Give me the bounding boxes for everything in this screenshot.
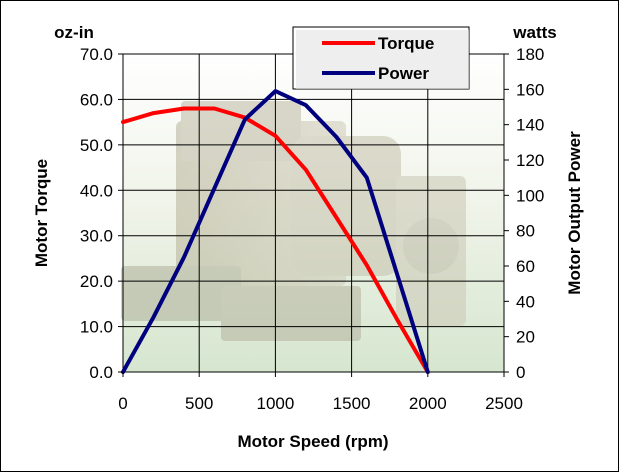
data-point-torque	[122, 121, 125, 124]
y-right-tick-label: 20	[516, 328, 535, 347]
data-point-power	[274, 90, 277, 93]
y-left-tick-label: 10.0	[80, 318, 113, 337]
data-point-torque	[183, 107, 186, 110]
x-axis-title: Motor Speed (rpm)	[237, 432, 388, 451]
y-left-tick-label: 20.0	[80, 272, 113, 291]
data-point-torque	[365, 264, 368, 267]
y-right-tick-label: 40	[516, 292, 535, 311]
legend-label-torque: Torque	[378, 34, 434, 53]
y-left-tick-label: 30.0	[80, 227, 113, 246]
data-point-torque	[274, 134, 277, 137]
y-left-tick-label: 60.0	[80, 90, 113, 109]
y-right-tick-label: 60	[516, 257, 535, 276]
data-point-power	[183, 256, 186, 259]
legend: Torque Power	[293, 27, 469, 89]
y-right-tick-label: 180	[516, 45, 544, 64]
data-point-torque	[152, 112, 155, 115]
x-tick-label: 0	[118, 394, 127, 413]
y-right-tick-label: 160	[516, 80, 544, 99]
y-axis-right-title: Motor Output Power	[565, 131, 584, 295]
data-point-power	[243, 118, 246, 121]
left-axis-unit: oz-in	[54, 23, 94, 42]
y-right-tick-label: 0	[516, 363, 525, 382]
right-axis-unit: watts	[512, 23, 556, 42]
y-right-tick-label: 100	[516, 186, 544, 205]
data-point-torque	[335, 216, 338, 219]
data-point-power	[152, 316, 155, 319]
y-right-tick-label: 120	[516, 151, 544, 170]
data-point-power	[396, 273, 399, 276]
x-tick-label: 1500	[333, 394, 371, 413]
y-left-tick-label: 40.0	[80, 181, 113, 200]
y-right-tick-label: 80	[516, 222, 535, 241]
y-axis-left-title: Motor Torque	[32, 159, 51, 267]
x-tick-label: 1000	[256, 394, 294, 413]
x-tick-label: 2500	[485, 394, 523, 413]
x-tick-label: 2000	[409, 394, 447, 413]
data-point-torque	[304, 168, 307, 171]
data-point-torque	[396, 318, 399, 321]
y-left-tick-label: 70.0	[80, 45, 113, 64]
x-tick-label: 500	[185, 394, 213, 413]
data-point-power	[304, 104, 307, 107]
y-right-tick-label: 140	[516, 116, 544, 135]
data-point-power	[365, 176, 368, 179]
data-point-power	[213, 187, 216, 190]
data-point-torque	[213, 107, 216, 110]
legend-label-power: Power	[378, 64, 429, 83]
data-point-power	[335, 136, 338, 139]
y-left-tick-label: 0.0	[89, 363, 113, 382]
y-left-tick-label: 50.0	[80, 136, 113, 155]
